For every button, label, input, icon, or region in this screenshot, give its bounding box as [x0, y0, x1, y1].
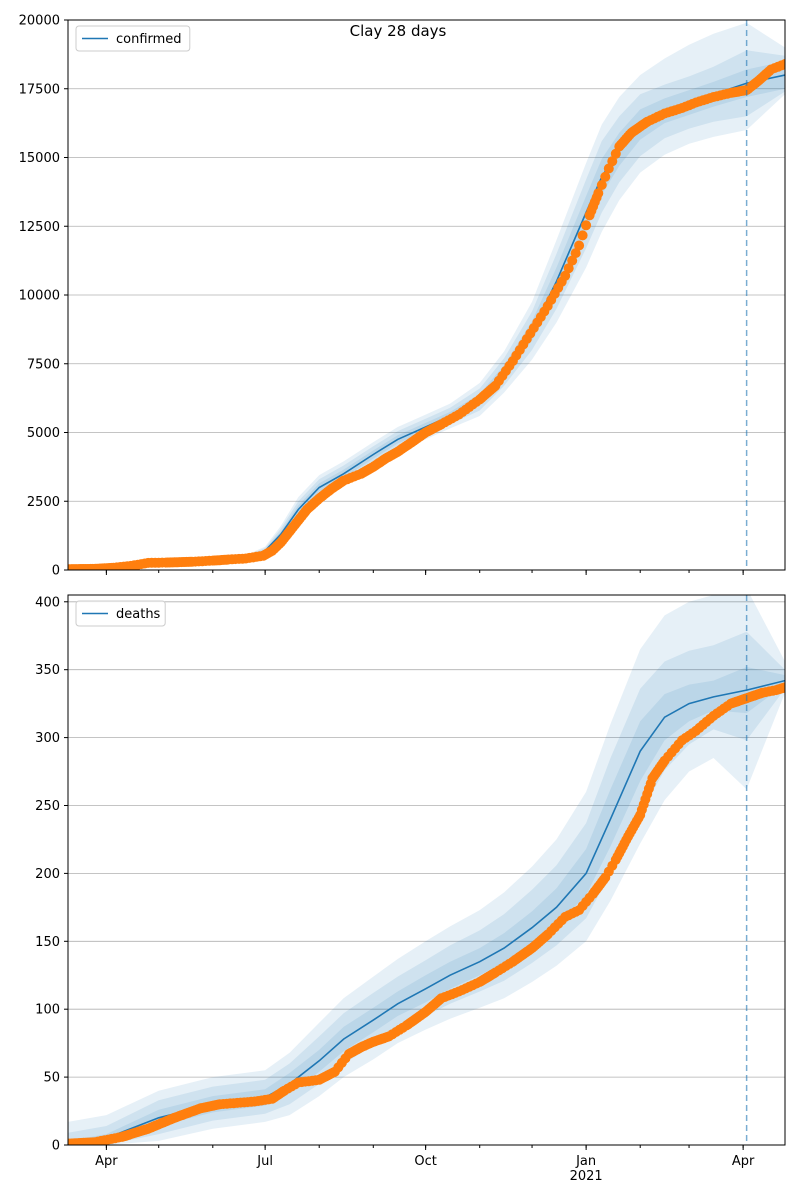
observed-point — [593, 188, 604, 199]
y-tick-label: 0 — [52, 1139, 60, 1154]
y-tick-label: 350 — [35, 663, 60, 678]
x-tick-label: Apr — [95, 1154, 118, 1169]
y-tick-label: 12500 — [19, 220, 60, 235]
observed-point — [563, 263, 574, 274]
observed-point — [607, 156, 618, 167]
legend-box — [75, 600, 166, 627]
observed-point — [600, 171, 611, 182]
x-tick-label: 2021 — [570, 1169, 603, 1184]
deaths-chart-panel: 0 50 100 150 200 250 300 350 400 Apr Jul Oct Jan2021… — [35, 594, 786, 1184]
observed-point — [581, 220, 592, 231]
y-tick-label: 2500 — [27, 495, 60, 510]
uncertainty-band-3 — [68, 595, 785, 1145]
y-tick-label: 250 — [35, 799, 60, 814]
axes-frame — [67, 594, 786, 1146]
y-tick-label: 400 — [35, 595, 60, 610]
uncertainty-band-3 — [68, 22, 785, 570]
x-tick-label: Jan — [575, 1154, 596, 1169]
legend: deaths — [75, 600, 166, 627]
legend: confirmed — [75, 25, 191, 52]
y-tick-label: 20000 — [19, 14, 60, 29]
x-tick-label: Apr — [732, 1154, 755, 1169]
observed-point — [567, 255, 578, 266]
observed-point — [780, 59, 785, 69]
observed-point — [570, 248, 581, 259]
y-tick-label: 100 — [35, 1003, 60, 1018]
y-tick-label: 7500 — [27, 357, 60, 372]
y-tick-label: 10000 — [19, 289, 60, 304]
uncertainty-band-2 — [68, 631, 785, 1145]
y-tick-label: 300 — [35, 731, 60, 746]
y-tick-label: 200 — [35, 867, 60, 882]
confirmed-chart-panel: 0 2500 5000 7500 10000 12500 15000 17500 20000 co… — [19, 14, 786, 579]
observed-point — [780, 682, 785, 693]
observed-point — [574, 240, 585, 251]
figure-title: Clay 28 days — [350, 22, 447, 40]
x-tick-label: Oct — [414, 1154, 436, 1169]
legend-box — [75, 25, 191, 52]
x-tick-label: Jul — [256, 1154, 273, 1169]
y-tick-label: 150 — [35, 935, 60, 950]
y-tick-label: 5000 — [27, 426, 60, 441]
observed-point — [560, 270, 571, 281]
y-tick-label: 50 — [43, 1071, 60, 1086]
legend-label: deaths — [116, 607, 161, 622]
observed-point — [577, 230, 588, 241]
y-tick-label: 17500 — [19, 82, 60, 97]
observed-point — [596, 180, 607, 190]
plot-area — [68, 20, 785, 570]
legend-label: confirmed — [116, 32, 182, 47]
y-tick-label: 0 — [52, 564, 60, 579]
y-tick-label: 15000 — [19, 151, 60, 166]
